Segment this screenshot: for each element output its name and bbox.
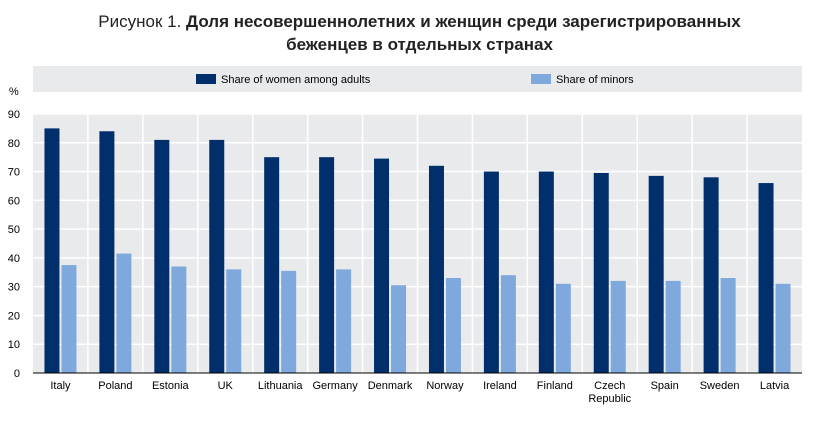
bar [703,177,719,373]
bar [758,183,774,373]
x-tick-label: Germany [312,380,358,392]
x-tick-label: Latvia [760,380,790,392]
bar [336,269,352,373]
bar [281,270,297,373]
legend-swatch [196,74,216,84]
x-tick-label: Lithuania [258,380,304,392]
bar [374,158,390,373]
bar [720,278,736,373]
legend-label: Share of women among adults [221,74,371,86]
y-tick-label: 10 [8,339,20,351]
title-prefix: Рисунок 1. [98,12,187,31]
x-tick-label: Finland [537,380,573,392]
bar [44,128,60,373]
x-tick-label: Republic [588,393,631,405]
y-tick-label: 70 [8,167,20,179]
bar [775,283,791,373]
bar [483,171,499,373]
bar [665,280,681,373]
bar [593,172,609,373]
y-tick-label: 80 [8,138,20,150]
chart-title: Рисунок 1. Доля несовершеннолетних и жен… [0,10,839,56]
bar [610,280,626,373]
x-tick-label: Poland [98,380,132,392]
legend-box [33,66,802,92]
x-tick-label: Norway [426,380,464,392]
bar [500,275,516,373]
y-axis-label: % [9,86,19,98]
y-tick-label: 20 [8,310,20,322]
x-tick-label: Spain [651,380,679,392]
title-line1: Доля несовершеннолетних и женщин среди з… [186,12,741,31]
bar [116,253,132,373]
legend-swatch [531,74,551,84]
bar [428,165,444,373]
bar [171,266,187,373]
bar [391,285,407,373]
y-tick-label: 60 [8,195,20,207]
bar [445,278,461,373]
bar [648,175,664,373]
bar [319,157,335,373]
y-tick-label: 40 [8,253,20,265]
x-tick-label: Czech [594,380,625,392]
bar [61,265,77,373]
bar [264,157,280,373]
x-tick-label: Ireland [483,380,517,392]
title-line2: беженцев в отдельных странах [286,35,553,54]
x-tick-label: Denmark [368,380,413,392]
y-tick-label: 30 [8,282,20,294]
bar [226,269,242,373]
x-tick-label: UK [218,380,234,392]
bar [154,139,170,373]
bar [538,171,554,373]
x-tick-label: Estonia [152,380,190,392]
bar [99,131,115,373]
y-tick-label: 90 [8,109,20,121]
y-tick-label: 50 [8,224,20,236]
bar [209,139,225,373]
x-tick-label: Sweden [700,380,740,392]
bar [555,283,571,373]
legend-label: Share of minors [556,74,634,86]
y-tick-label: 0 [14,368,20,380]
x-tick-label: Italy [50,380,71,392]
